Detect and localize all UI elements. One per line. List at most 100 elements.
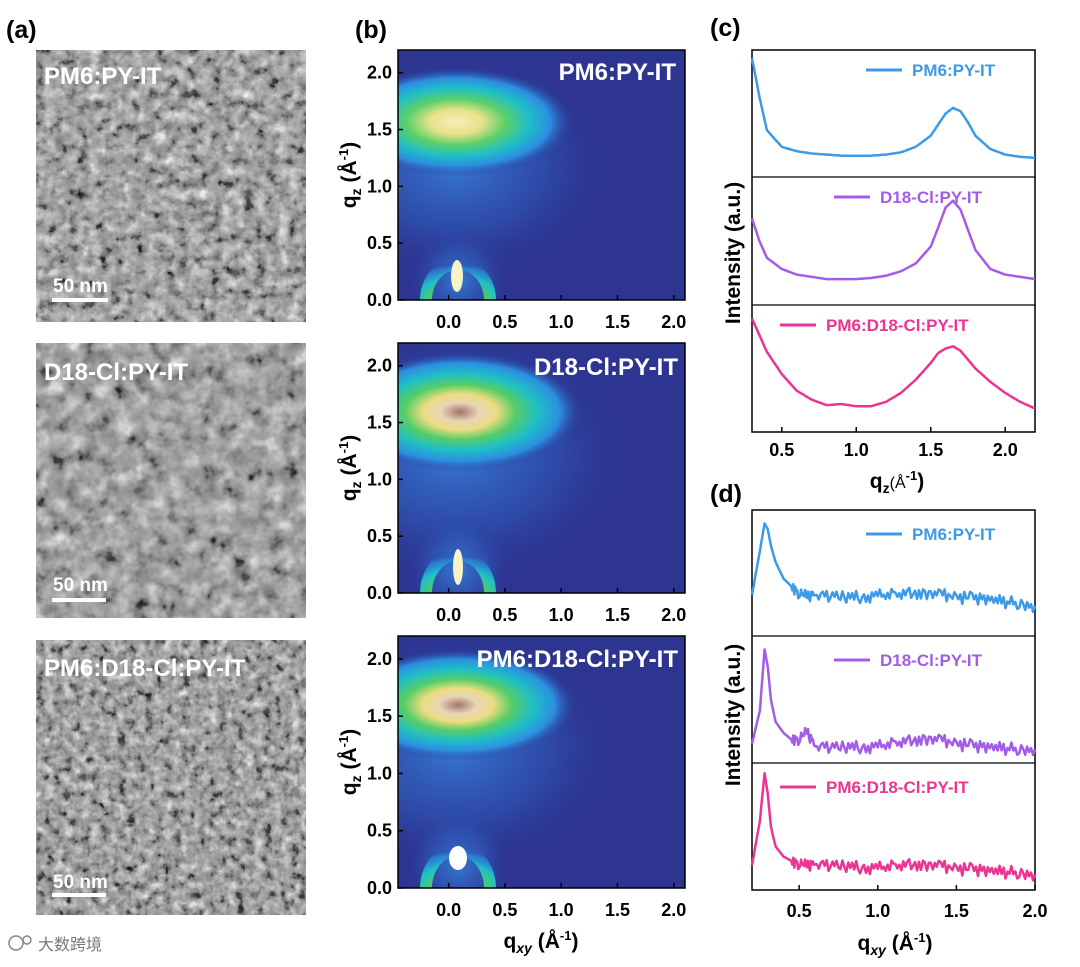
xlabel-exp: -1 (914, 930, 926, 945)
x-tick-label: 1.5 (944, 901, 969, 921)
ylabel-exp: -1 (336, 442, 351, 454)
giwaxs-ylabel-3: qz (Å-1) (336, 729, 364, 795)
scale-bar-label-2: 50 nm (53, 575, 108, 596)
y-tick-label: 1.0 (367, 176, 392, 196)
tem-image-1: PM6:PY-IT 50 nm (36, 50, 306, 322)
giwaxs-xlabel: qxy (Å-1) (504, 928, 579, 956)
y-tick-label: 0.5 (367, 821, 392, 841)
svg-text:qz (Å-1): qz (Å-1) (336, 729, 364, 795)
legend-label-3: PM6:D18-Cl:PY-IT (826, 316, 969, 335)
x-tick-label: 2.0 (661, 900, 686, 920)
x-tick-label: 0.5 (492, 900, 517, 920)
x-tick-label: 1.5 (605, 605, 630, 625)
watermark-icon (8, 935, 24, 951)
series-line-3 (750, 771, 1037, 882)
y-tick-label: 0.5 (367, 233, 392, 253)
ylabel-q: q (338, 488, 361, 501)
y-tick-label: 1.5 (367, 413, 392, 433)
panel-label-b: (b) (355, 16, 387, 44)
oop-ylabel: Intensity (a.u.) (722, 182, 745, 324)
xlabel-unit: (Å (890, 473, 906, 492)
scale-bar-1 (52, 298, 108, 302)
giwaxs-map-1: PM6:PY-IT (398, 50, 685, 300)
x-tick-label: 0.5 (787, 901, 812, 921)
ylabel-exp: -1 (336, 736, 351, 748)
x-tick-label: 2.0 (661, 312, 686, 332)
x-tick-label: 0.0 (436, 900, 461, 920)
y-tick-label: 0.0 (367, 878, 392, 898)
ip-linecut-plot: 0.5 1.0 1.5 2.0 PM6:PY-IT D18-Cl:PY-IT PM6:D18… (750, 509, 1048, 921)
series-line-2 (750, 648, 1037, 757)
x-tick-label: 1.0 (865, 901, 890, 921)
x-tick-label: 0.0 (436, 605, 461, 625)
legend-label-2: D18-Cl:PY-IT (880, 651, 983, 670)
xlabel-sub: z (883, 480, 890, 496)
watermark-text: 大数跨境 (38, 935, 102, 954)
x-tick-label: 0.5 (492, 605, 517, 625)
tem-image-3: PM6:D18-Cl:PY-IT 50 nm (36, 640, 306, 915)
giwaxs-map-3: PM6:D18-Cl:PY-IT (398, 636, 685, 888)
oop-linecut-plot: 0.5 1.0 1.5 2.0 PM6:PY-IT D18-Cl:PY-IT PM6:D18… (750, 49, 1036, 460)
giwaxs-map-2: D18-Cl:PY-IT (398, 343, 685, 593)
series-line-3 (750, 318, 1036, 410)
series-line-1 (750, 522, 1037, 614)
x-tick-label: 2.0 (1022, 901, 1047, 921)
giwaxs-frame-3 (397, 635, 686, 889)
giwaxs-frame-2 (397, 342, 686, 594)
y-tick-label: 2.0 (367, 63, 392, 83)
y-tick-label: 0.5 (367, 526, 392, 546)
x-tick-label: 0.5 (769, 440, 794, 460)
xlabel-unit: (Å (886, 931, 914, 955)
scale-bar-label-3: 50 nm (53, 872, 108, 893)
y-tick-label: 1.0 (367, 763, 392, 783)
giwaxs-ylabel-2: qz (Å-1) (336, 435, 364, 501)
ylabel-sub: z (348, 775, 364, 782)
y-tick-label: 0.0 (367, 290, 392, 310)
x-tick-label: 2.0 (993, 440, 1018, 460)
ylabel-close: ) (338, 729, 361, 736)
x-tick-label: 1.0 (844, 440, 869, 460)
plot-frame (751, 49, 1036, 433)
x-tick-label: 1.0 (549, 605, 574, 625)
y-tick-label: 1.5 (367, 706, 392, 726)
plot-frame (751, 509, 1036, 891)
ylabel-unit: (Å (337, 160, 361, 188)
x-tick-label: 1.0 (549, 900, 574, 920)
x-tick-label: 0.0 (436, 312, 461, 332)
svg-text:qz (Å-1): qz (Å-1) (336, 142, 364, 208)
x-tick-label: 1.0 (549, 312, 574, 332)
x-tick-label: 1.5 (918, 440, 943, 460)
xlabel-q: q (858, 932, 871, 955)
ylabel-sub: z (348, 481, 364, 488)
ylabel-close: ) (338, 435, 361, 442)
y-tick-label: 2.0 (367, 649, 392, 669)
scale-bar-3 (52, 893, 106, 897)
watermark: 大数跨境 (8, 935, 102, 954)
legend-label-1: PM6:PY-IT (912, 61, 996, 80)
ylabel-sub: z (348, 188, 364, 195)
xlabel-unit: (Å (532, 929, 560, 953)
ylabel-q: q (338, 195, 361, 208)
tem-label-2: D18-Cl:PY-IT (44, 359, 188, 386)
x-tick-label: 1.5 (605, 312, 630, 332)
legend-label-3: PM6:D18-Cl:PY-IT (826, 778, 969, 797)
ip-xlabel: qxy (Å-1) (858, 930, 933, 958)
y-tick-label: 1.0 (367, 469, 392, 489)
panel-label-a: (a) (6, 16, 37, 44)
tem-label-1: PM6:PY-IT (44, 63, 162, 90)
legend-label-2: D18-Cl:PY-IT (880, 188, 983, 207)
x-tick-label: 2.0 (661, 605, 686, 625)
ylabel-unit: (Å (337, 747, 361, 775)
giwaxs-frame-1 (397, 49, 686, 301)
xlabel-close: ) (571, 930, 578, 953)
series-line-1 (750, 57, 1036, 160)
svg-text:qz (Å-1): qz (Å-1) (336, 435, 364, 501)
panel-label-d: (d) (710, 480, 742, 508)
giwaxs-label-2: D18-Cl:PY-IT (534, 354, 678, 381)
y-tick-label: 1.5 (367, 120, 392, 140)
y-tick-label: 2.0 (367, 356, 392, 376)
xlabel-sub: xy (869, 942, 887, 958)
ylabel-exp: -1 (336, 149, 351, 161)
ylabel-unit: (Å (337, 453, 361, 481)
